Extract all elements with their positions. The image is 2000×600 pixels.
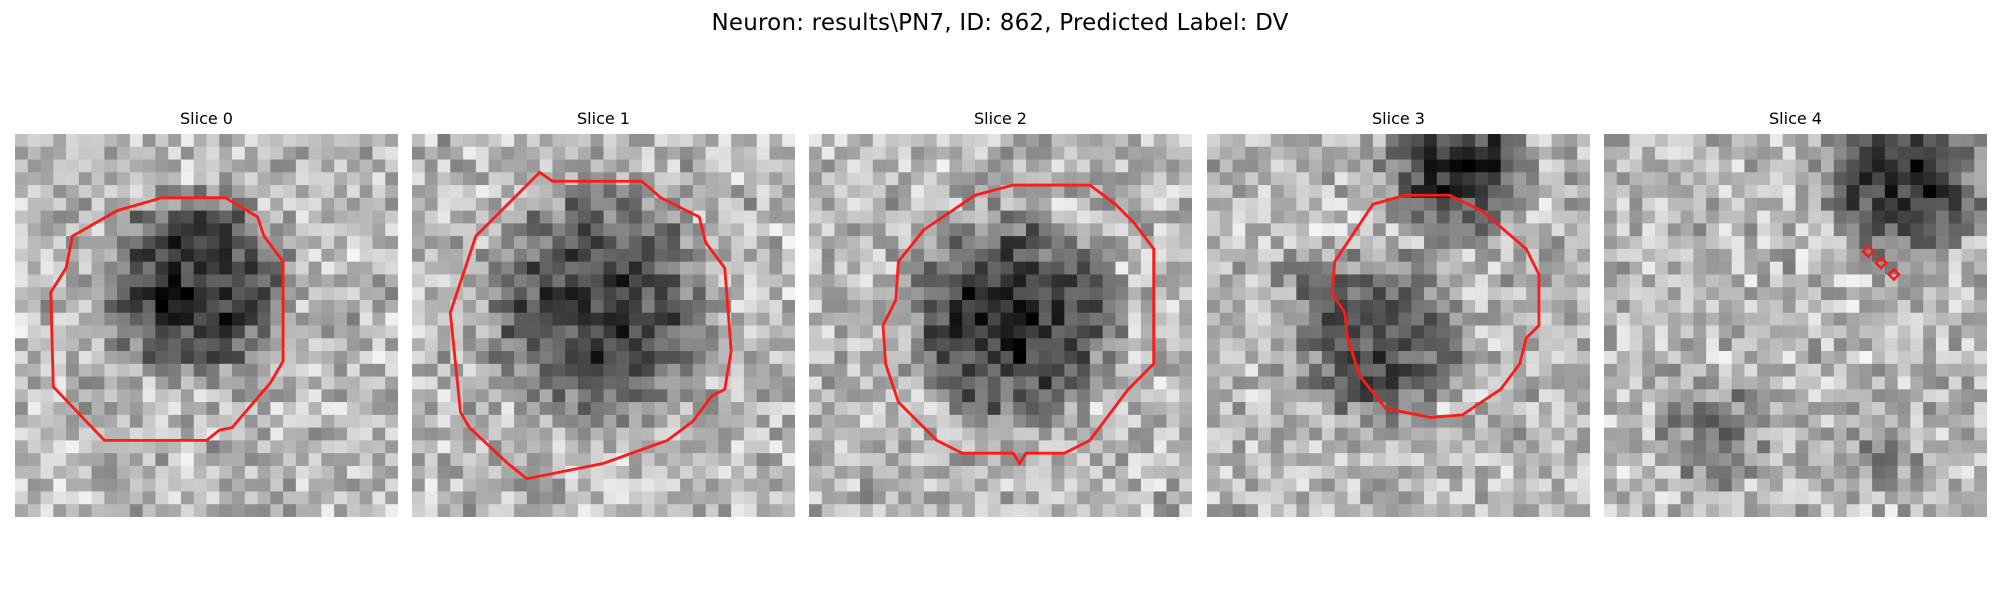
neuron-contour <box>881 183 1156 467</box>
slice-panel-3: Slice 3 <box>1207 108 1590 517</box>
slice-title-3: Slice 3 <box>1372 109 1425 128</box>
slice-title-2: Slice 2 <box>974 109 1027 128</box>
slice-title-0: Slice 0 <box>180 109 233 128</box>
slice-panel-0: Slice 0 <box>15 108 398 517</box>
slice-pixels <box>15 134 398 517</box>
slice-image-1 <box>412 134 795 517</box>
slice-panel-4: Slice 4 <box>1604 108 1987 517</box>
slice-title-4: Slice 4 <box>1769 109 1822 128</box>
contour-marker-2 <box>1886 267 1901 282</box>
slice-image-4 <box>1604 134 1987 517</box>
neuron-contour <box>1330 193 1541 419</box>
slice-panel-1: Slice 1 <box>412 108 795 517</box>
neuron-contour <box>448 170 733 481</box>
slice-image-3 <box>1207 134 1590 517</box>
contour-marker-0 <box>1861 244 1876 259</box>
figure-title: Neuron: results\PN7, ID: 862, Predicted … <box>711 10 1289 36</box>
slice-title-1: Slice 1 <box>577 109 630 128</box>
slice-pixels <box>412 134 795 517</box>
slice-image-2 <box>809 134 1192 517</box>
slice-pixels <box>809 134 1192 517</box>
contour-marker-1 <box>1874 256 1888 270</box>
slice-panel-2: Slice 2 <box>809 108 1192 517</box>
slice-pixels <box>1207 134 1590 517</box>
slice-pixels <box>1604 134 1987 517</box>
neuron-contour <box>49 196 285 442</box>
slice-image-0 <box>15 134 398 517</box>
